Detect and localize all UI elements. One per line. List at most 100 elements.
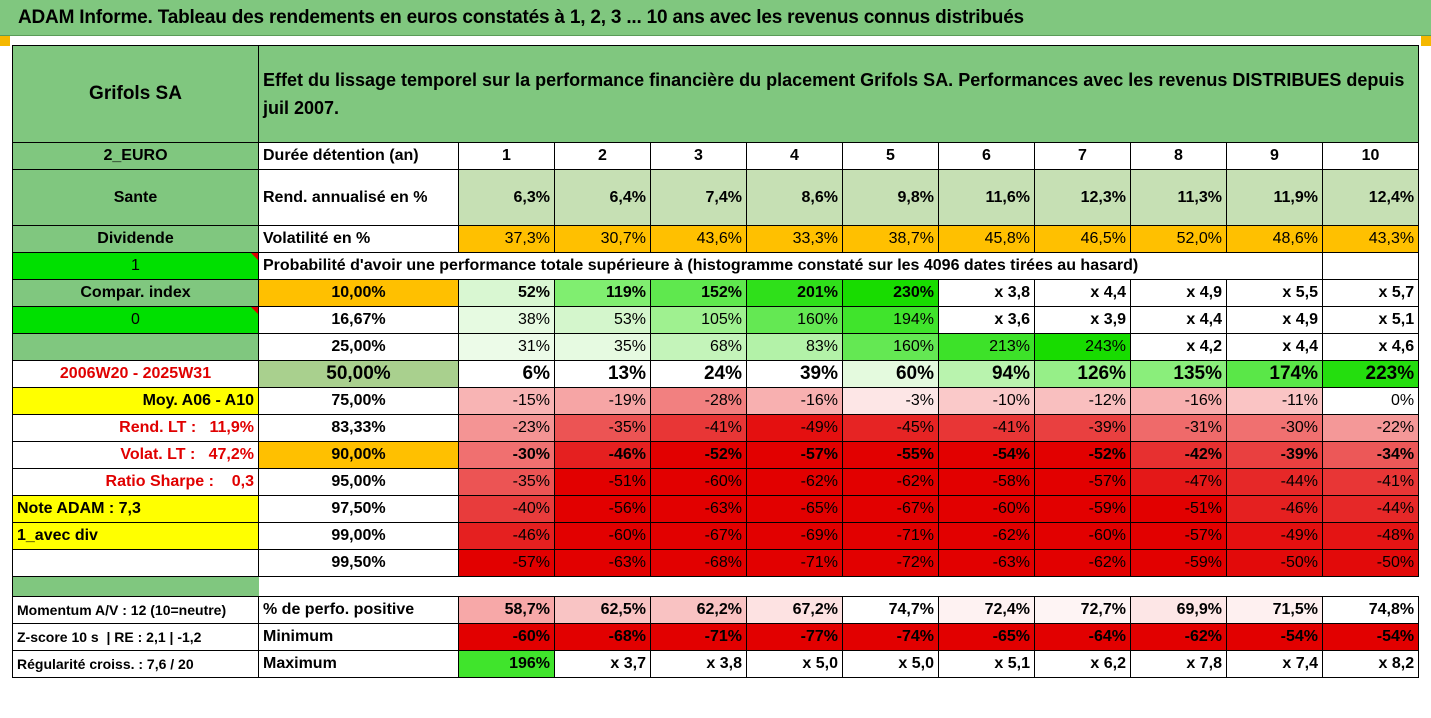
quantile-value: -30% [1226, 414, 1323, 442]
quantile-value: -35% [554, 414, 651, 442]
quantile-value: -46% [554, 441, 651, 469]
quantile-value: 160% [746, 306, 843, 334]
year-header: 1 [458, 142, 555, 170]
quantile-value: -67% [650, 522, 747, 550]
corner-marker [0, 36, 10, 46]
quantile-value: -58% [938, 468, 1035, 496]
quantile-value: -49% [746, 414, 843, 442]
quantile-value: -16% [1130, 387, 1227, 415]
quantile-value: 174% [1226, 360, 1323, 388]
quantile-value: 35% [554, 333, 651, 361]
quantile-value: -39% [1034, 414, 1131, 442]
quantile-value: x 4,4 [1034, 279, 1131, 307]
quantile-value: x 4,9 [1226, 306, 1323, 334]
quantile-value: -54% [938, 441, 1035, 469]
minimum-value: -71% [650, 623, 747, 651]
quantile-value: -63% [554, 549, 651, 577]
quantile-value: -68% [650, 549, 747, 577]
average-label: Moy. A06 - A10 [12, 387, 259, 415]
year-header: 10 [1321, 142, 1420, 170]
empty-cell [12, 333, 259, 361]
quantile-value: 201% [746, 279, 843, 307]
quantile-value: -51% [1130, 495, 1227, 523]
year-header: 2 [554, 142, 651, 170]
flag-zero: 0 [12, 306, 259, 334]
quantile-value: -71% [746, 549, 843, 577]
minimum-value: -74% [842, 623, 939, 651]
volatility-value: 43,3% [1321, 225, 1420, 253]
annual-return-value: 8,6% [746, 169, 843, 226]
duration-label: Durée détention (an) [258, 142, 459, 170]
quantile-percent: 83,33% [258, 414, 459, 442]
maximum-value: x 5,1 [938, 650, 1035, 678]
flag-one: 1 [12, 252, 259, 280]
positive-performance: 72,7% [1034, 596, 1131, 624]
annual-return-value: 11,9% [1226, 169, 1323, 226]
quantile-value: -52% [1034, 441, 1131, 469]
table-description: Effet du lissage temporel sur la perform… [257, 45, 1420, 143]
quantile-value: -34% [1321, 441, 1420, 469]
separator [259, 577, 1419, 597]
quantile-value: x 4,4 [1226, 333, 1323, 361]
volatility-value: 38,7% [842, 225, 939, 253]
quantile-value: -50% [1226, 549, 1323, 577]
sector-label: Sante [12, 169, 259, 226]
annual-return-value: 12,3% [1034, 169, 1131, 226]
quantile-value: -60% [554, 522, 651, 550]
page-title: ADAM Informe. Tableau des rendements en … [18, 7, 1024, 28]
quantile-value: -63% [650, 495, 747, 523]
quantile-value: -23% [458, 414, 555, 442]
positive-performance: 74,7% [842, 596, 939, 624]
quantile-percent: 99,50% [258, 549, 459, 577]
quantile-value: -19% [554, 387, 651, 415]
quantile-value: -51% [554, 468, 651, 496]
period-label: 2006W20 - 2025W31 [12, 360, 259, 388]
sharpe-ratio: Ratio Sharpe : 0,3 [12, 468, 259, 496]
quantile-value: -56% [554, 495, 651, 523]
quantile-value: 13% [554, 360, 651, 388]
minimum-value: -65% [938, 623, 1035, 651]
quantile-value: -41% [650, 414, 747, 442]
quantile-value: x 3,9 [1034, 306, 1131, 334]
quantile-value: x 4,6 [1321, 333, 1420, 361]
empty-cell [1226, 252, 1323, 280]
dividend-mode: 1_avec div [12, 522, 259, 550]
company-name: Grifols SA [12, 45, 259, 143]
maximum-value: x 6,2 [1034, 650, 1131, 678]
quantile-value: 152% [650, 279, 747, 307]
quantile-value: 83% [746, 333, 843, 361]
performance-table: Grifols SA Effet du lissage temporel sur… [12, 45, 1420, 678]
quantile-percent: 95,00% [258, 468, 459, 496]
year-header: 3 [650, 142, 747, 170]
annual-return-value: 11,3% [1130, 169, 1227, 226]
quantile-value: -62% [938, 522, 1035, 550]
year-header: 8 [1130, 142, 1227, 170]
minimum-value: -54% [1226, 623, 1323, 651]
quantile-value: -44% [1321, 495, 1420, 523]
volatility-label: Volatilité en % [258, 225, 459, 253]
positive-performance: 58,7% [458, 596, 555, 624]
quantile-value: 213% [938, 333, 1035, 361]
quantile-percent: 90,00% [258, 441, 459, 469]
probability-caption: Probabilité d'avoir une performance tota… [258, 252, 1227, 280]
quantile-value: x 4,4 [1130, 306, 1227, 334]
positive-performance: 62,2% [650, 596, 747, 624]
quantile-value: -55% [842, 441, 939, 469]
quantile-value: -10% [938, 387, 1035, 415]
quantile-value: -48% [1321, 522, 1420, 550]
quantile-value: 39% [746, 360, 843, 388]
maximum-value: 196% [458, 650, 555, 678]
quantile-percent: 75,00% [258, 387, 459, 415]
quantile-value: x 3,6 [938, 306, 1035, 334]
minimum-value-label: Minimum [258, 623, 459, 651]
maximum-value: x 7,4 [1226, 650, 1323, 678]
adam-score: Note ADAM : 7,3 [12, 495, 259, 523]
positive-performance: 74,8% [1321, 596, 1420, 624]
quantile-value: 243% [1034, 333, 1131, 361]
compar-index-label: Compar. index [12, 279, 259, 307]
volatility-value: 43,6% [650, 225, 747, 253]
quantile-value: -62% [746, 468, 843, 496]
quantile-value: 223% [1321, 360, 1420, 388]
quantile-value: -65% [746, 495, 843, 523]
quantile-value: -49% [1226, 522, 1323, 550]
